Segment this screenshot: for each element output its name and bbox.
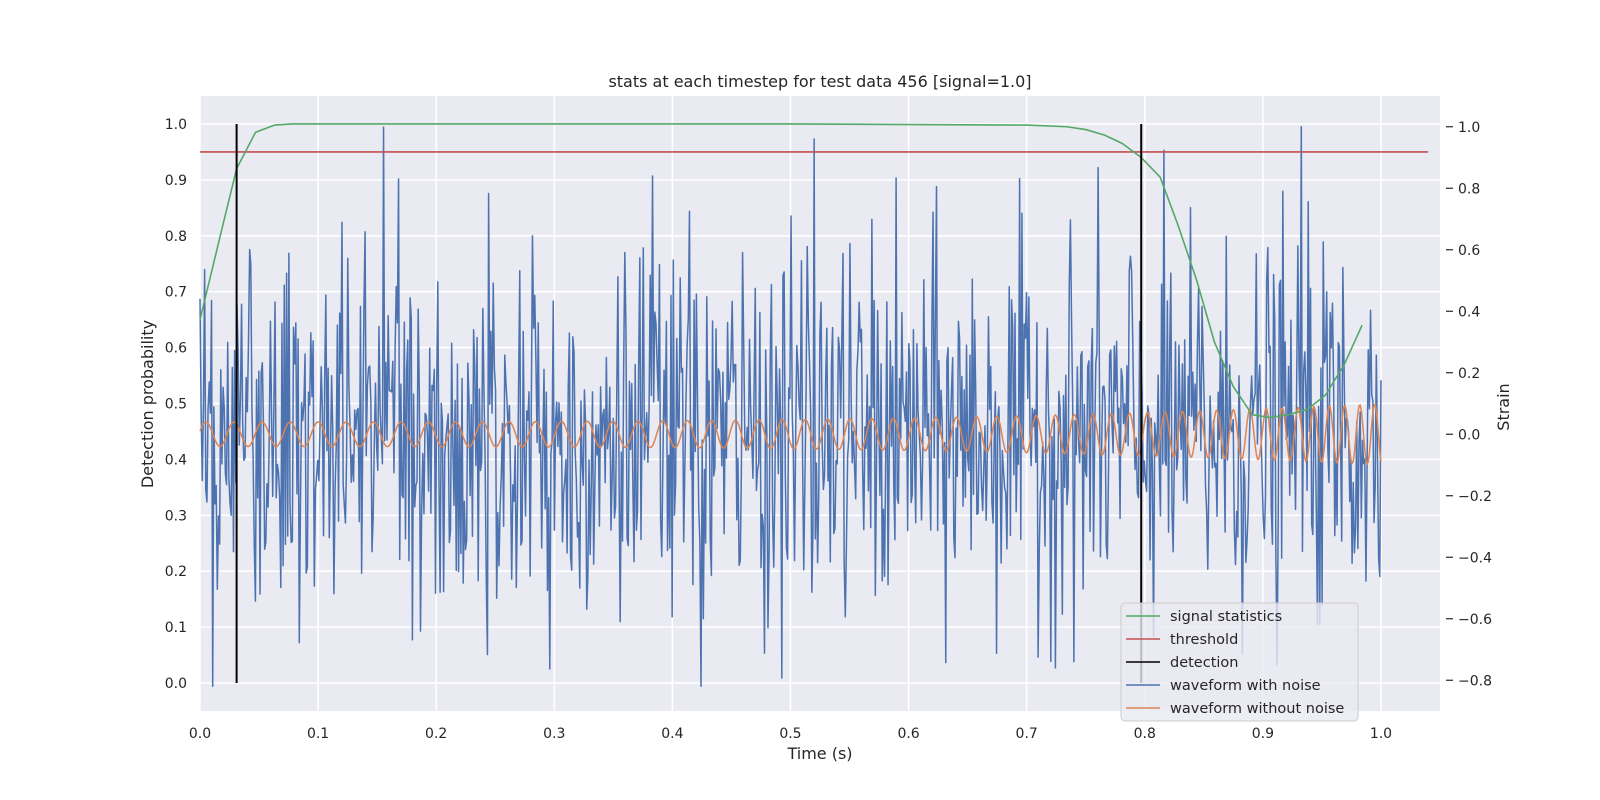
- x-tick-label: 0.8: [1134, 726, 1156, 742]
- x-tick-label: 0.0: [189, 726, 211, 742]
- left-axis-ticks: 0.0 0.1 0.2 0.3 0.4 0.5 0.6 0.7 0.8 0.9 1.0: [165, 117, 187, 692]
- x-tick-label: 0.1: [307, 726, 329, 742]
- legend: signal statistics threshold detection wa…: [1120, 602, 1359, 722]
- right-tick-label: −0.2: [1458, 489, 1492, 505]
- right-tick-label: 1.0: [1458, 120, 1480, 136]
- legend-label-threshold: threshold: [1170, 632, 1238, 648]
- right-tick-label: −0.4: [1458, 550, 1492, 566]
- series-waveform-without-noise: [199, 403, 1382, 466]
- legend-label-waveform-without-noise: waveform without noise: [1170, 701, 1344, 717]
- x-tick-label: 0.7: [1016, 726, 1038, 742]
- right-axis-ticks: −0.8 −0.6 −0.4 −0.2 0.0 0.2 0.4 0.6 0.8 1.0: [1446, 120, 1492, 689]
- left-tick-label: 0.9: [165, 173, 187, 189]
- x-tick-label: 0.2: [425, 726, 447, 742]
- legend-label-signal-statistics: signal statistics: [1170, 609, 1282, 625]
- left-tick-label: 0.0: [165, 676, 187, 692]
- x-axis-label: Time (s): [786, 744, 852, 763]
- right-tick-label: −0.8: [1458, 673, 1492, 689]
- left-tick-label: 1.0: [165, 117, 187, 133]
- x-tick-label: 0.5: [779, 726, 801, 742]
- left-tick-label: 0.1: [165, 620, 187, 636]
- legend-label-detection: detection: [1170, 655, 1238, 671]
- y-axis-label-right: Strain: [1494, 383, 1513, 430]
- series-signal-statistics: [199, 123, 1363, 419]
- right-tick-label: 0.2: [1458, 366, 1480, 382]
- right-tick-label: 0.6: [1458, 243, 1480, 259]
- legend-box: [1120, 602, 1359, 722]
- chart-title: stats at each timestep for test data 456…: [608, 72, 1031, 91]
- right-tick-label: 0.4: [1458, 304, 1480, 320]
- y-axis-label-left: Detection probability: [138, 320, 157, 488]
- left-tick-label: 0.5: [165, 397, 187, 413]
- x-axis-ticks: 0.0 0.1 0.2 0.3 0.4 0.5 0.6 0.7 0.8 0.9 1.0: [189, 726, 1392, 742]
- left-tick-label: 0.3: [165, 508, 187, 524]
- right-tick-label: −0.6: [1458, 612, 1492, 628]
- x-tick-label: 1.0: [1370, 726, 1392, 742]
- series-waveform-with-noise: [199, 126, 1382, 688]
- left-tick-label: 0.8: [165, 229, 187, 245]
- left-tick-label: 0.4: [165, 452, 187, 468]
- x-tick-label: 0.3: [543, 726, 565, 742]
- left-tick-label: 0.7: [165, 285, 187, 301]
- x-tick-label: 0.4: [661, 726, 683, 742]
- plot-area: [199, 123, 1429, 688]
- x-tick-label: 0.6: [897, 726, 919, 742]
- right-tick-label: 0.0: [1458, 427, 1480, 443]
- legend-label-waveform-with-noise: waveform with noise: [1170, 678, 1321, 694]
- right-tick-label: 0.8: [1458, 181, 1480, 197]
- left-tick-label: 0.2: [165, 564, 187, 580]
- x-tick-label: 0.9: [1252, 726, 1274, 742]
- left-tick-label: 0.6: [165, 341, 187, 357]
